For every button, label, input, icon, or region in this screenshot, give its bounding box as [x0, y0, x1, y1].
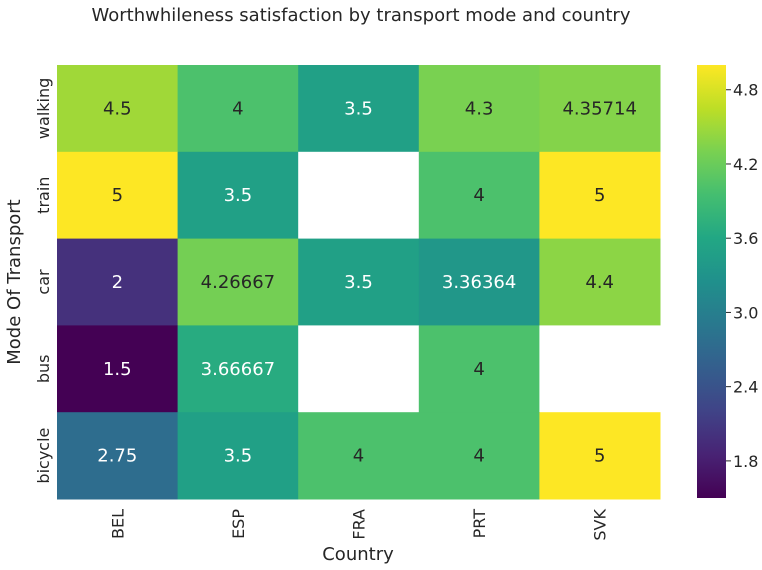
- cell-value-label: 3.5: [224, 185, 253, 206]
- y-axis-label: Mode Of Transport: [4, 199, 25, 364]
- heatmap-cell: [539, 238, 661, 326]
- cell-value-label: 4.5: [103, 98, 132, 119]
- heatmap-cell: [177, 151, 299, 240]
- y-tick-label: walking: [34, 78, 53, 139]
- heatmap-cell: [418, 412, 540, 500]
- cell-value-label: 4.3: [465, 98, 494, 119]
- colorbar: [697, 65, 726, 498]
- cell-value-label: 3.5: [344, 272, 373, 293]
- cell-value-label: 4: [473, 359, 484, 380]
- heatmap-cell: [177, 238, 299, 326]
- heatmap-cell: [539, 151, 661, 240]
- cell-value-label: 4: [353, 446, 364, 467]
- colorbar-tick-label: 3.6: [733, 229, 758, 248]
- cell-value-label: 2: [112, 272, 123, 293]
- cell-value-label: 5: [112, 185, 123, 206]
- heatmap-cell: [57, 238, 179, 326]
- heatmap-cell: [298, 151, 420, 240]
- colorbar-tick-label: 2.4: [733, 378, 758, 397]
- y-tick-label: train: [34, 177, 53, 214]
- cell-value-label: 4.35714: [562, 98, 636, 119]
- cell-value-label: 4.26667: [201, 272, 275, 293]
- x-tick-label: FRA: [350, 509, 369, 540]
- x-tick-label: ESP: [229, 509, 248, 539]
- cell-value-label: 4: [473, 446, 484, 467]
- heatmap-cell: [539, 412, 661, 500]
- cell-value-label: 4.4: [585, 272, 614, 293]
- x-tick-label: BEL: [108, 509, 127, 539]
- heatmap-cell: [298, 412, 420, 500]
- x-tick-labels: BEL ESP FRA PRT SVK: [108, 508, 609, 540]
- colorbar-tick-label: 4.2: [733, 155, 758, 174]
- heatmap-cell: [298, 325, 420, 413]
- cell-value-label: 1.5: [103, 359, 132, 380]
- heatmap-cell: [298, 65, 420, 153]
- heatmap-cell: [177, 412, 299, 500]
- heatmap-cell: [57, 151, 179, 240]
- heatmap-cell: [57, 325, 179, 413]
- heatmap-cell: [418, 325, 540, 413]
- cell-value-label: 2.75: [97, 446, 137, 467]
- y-tick-label: car: [34, 269, 53, 295]
- y-tick-labels: walking train car bus bicycle: [34, 78, 53, 484]
- cell-value-label: 3.5: [344, 98, 373, 119]
- heatmap-cell: [177, 325, 299, 413]
- x-axis-label: Country: [322, 544, 394, 565]
- heatmap-cell: [298, 238, 420, 326]
- cell-value-label: 5: [594, 446, 605, 467]
- heatmap-cell: [57, 412, 179, 500]
- colorbar-tick-label: 4.8: [733, 81, 758, 100]
- heatmap-cell: [418, 65, 540, 153]
- chart-title: Worthwhileness satisfaction by transport…: [92, 5, 631, 26]
- cell-value-label: 3.5: [224, 446, 253, 467]
- cell-value-label: 4: [232, 98, 243, 119]
- cell-value-label: 4: [473, 185, 484, 206]
- cell-value-label: 3.36364: [442, 272, 516, 293]
- colorbar-ticks: 1.8 2.4 3.0 3.6 4.2 4.8: [726, 81, 758, 471]
- heatmap-cell: [418, 151, 540, 240]
- colorbar-tick-label: 1.8: [733, 452, 758, 471]
- x-tick-label: PRT: [470, 509, 489, 539]
- y-tick-label: bicycle: [34, 428, 53, 484]
- x-tick-label: SVK: [591, 508, 610, 540]
- heatmap-cell: [177, 65, 299, 153]
- heatmap-cell: [418, 238, 540, 326]
- heatmap-cell: [57, 65, 179, 153]
- heatmap-cells: 4.5 4 3.5 4.3 4.35714 5 3.5 4 5 2 4.26667 3.5 3.3636…: [57, 65, 661, 500]
- colorbar-tick-label: 3.0: [733, 303, 758, 322]
- heatmap-cell: [539, 325, 661, 413]
- y-tick-label: bus: [34, 354, 53, 383]
- cell-value-label: 5: [594, 185, 605, 206]
- cell-value-label: 3.66667: [201, 359, 275, 380]
- heatmap-cell: [539, 65, 661, 153]
